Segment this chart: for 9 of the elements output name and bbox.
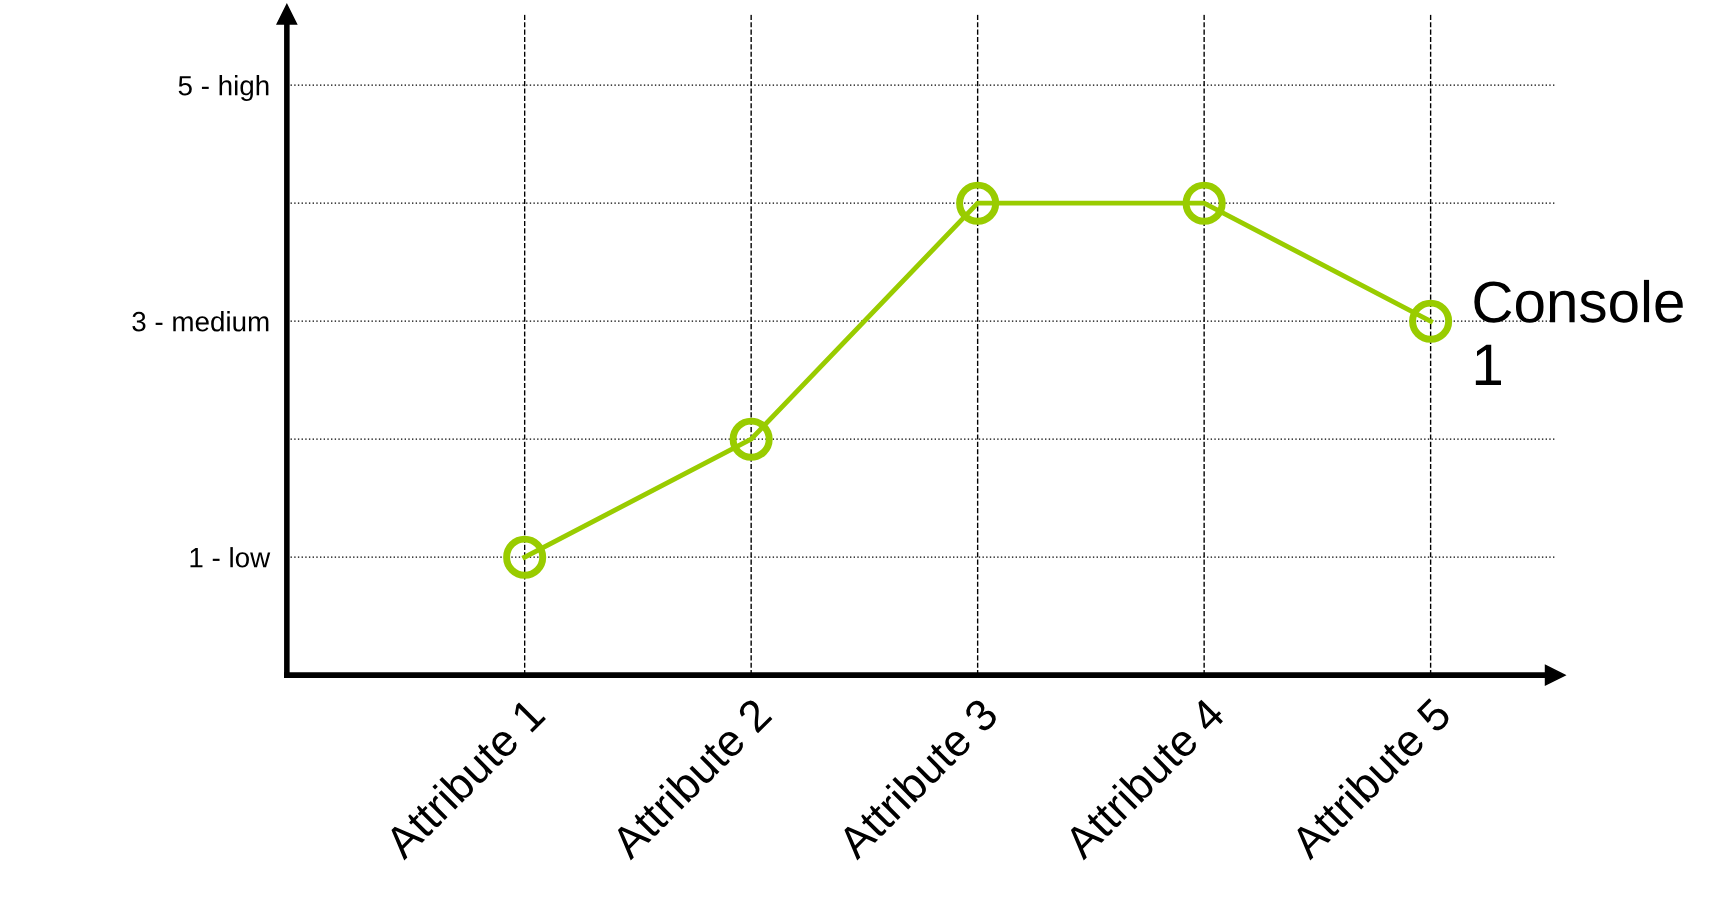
point xyxy=(1182,181,1226,225)
point xyxy=(503,535,547,579)
point xyxy=(956,181,1000,225)
y-tick-label: 1 - low xyxy=(190,547,271,568)
point xyxy=(729,417,773,461)
y-tick-label: 3 - medium xyxy=(132,311,269,332)
series-label: Console 1 xyxy=(1474,279,1683,385)
y-tick-label: 5 - high xyxy=(178,75,269,102)
point xyxy=(1409,299,1453,343)
